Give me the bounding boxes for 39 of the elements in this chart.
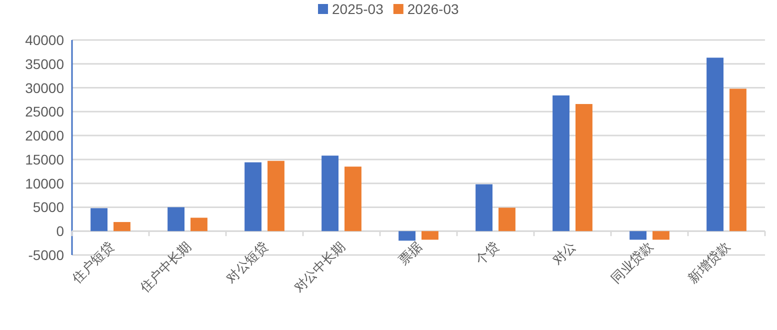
- legend-label: 2025-03: [332, 1, 384, 17]
- bar: [422, 231, 438, 240]
- y-tick-label: 30000: [25, 80, 64, 96]
- bar: [498, 208, 516, 232]
- bar: [706, 58, 724, 232]
- x-tick-label: 住户短贷: [68, 238, 117, 287]
- bar: [552, 95, 570, 232]
- x-tick-label: 个贷: [472, 238, 502, 268]
- bar: [476, 184, 492, 232]
- x-tick-label: 新增贷款: [685, 238, 733, 286]
- y-tick-label: 5000: [32, 199, 64, 216]
- y-tick-label: 10000: [25, 175, 64, 192]
- x-tick-label: 票据: [396, 238, 425, 268]
- legend-label: 2026-03: [407, 1, 459, 17]
- y-tick-label: -5000: [28, 247, 64, 263]
- bar: [630, 231, 646, 240]
- bar: [268, 160, 284, 232]
- x-tick-label: 对公中长期: [291, 238, 348, 296]
- bar: [244, 162, 262, 232]
- y-tick-label: 35000: [25, 56, 64, 72]
- bar: [398, 231, 416, 241]
- y-tick-label: 15000: [25, 151, 64, 168]
- bar: [652, 231, 670, 240]
- y-tick-label: 0: [56, 223, 64, 240]
- bar: [114, 222, 130, 232]
- y-tick-label: 25000: [25, 104, 64, 120]
- y-tick-label: 20000: [25, 128, 64, 144]
- bar: [730, 88, 746, 232]
- x-tick-label: 同业贷款: [608, 238, 656, 286]
- y-tick-label: 40000: [25, 32, 64, 48]
- x-tick-label: 对公短贷: [223, 238, 271, 286]
- x-tick-label: 对公: [550, 238, 579, 268]
- bar: [344, 166, 362, 232]
- x-tick-label: 住户中长期: [136, 238, 194, 296]
- bar: [322, 156, 338, 232]
- bar: [168, 207, 184, 232]
- bar: [190, 218, 208, 232]
- bar: [576, 104, 592, 232]
- bar: [90, 208, 108, 232]
